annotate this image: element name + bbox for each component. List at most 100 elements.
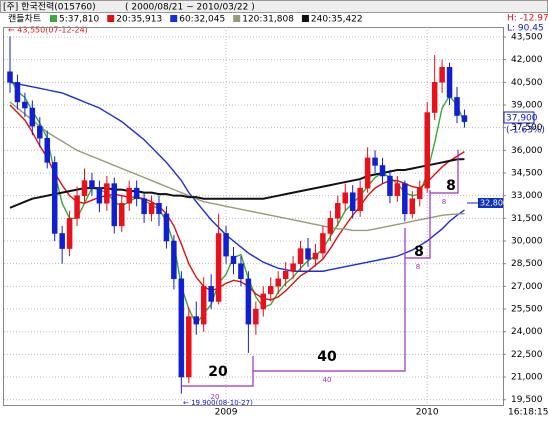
candle-body <box>275 278 281 287</box>
candle-body <box>238 263 244 280</box>
measure-lines <box>181 150 459 387</box>
candle-body <box>260 293 267 310</box>
annotation-small: 40 <box>323 376 332 384</box>
candle-body <box>51 162 58 234</box>
candle-body <box>223 233 229 257</box>
y-tick-label: 19,500 <box>511 395 543 405</box>
y-tick-label: 42,000 <box>511 55 543 65</box>
x-tick-label: 2009 <box>215 408 238 418</box>
candle-body <box>402 183 408 215</box>
candle-body <box>461 115 468 122</box>
candle-body <box>215 233 222 302</box>
candle-body <box>290 263 296 272</box>
x-tick-label: 2010 <box>416 408 439 418</box>
chart-subtitle: ( 2000/08/21 ~ 2010/03/22 ) <box>125 3 255 13</box>
candle-body <box>364 157 371 189</box>
candle-body <box>431 82 438 113</box>
annotation-small: 8 <box>442 198 446 206</box>
legend-label: 120:31,808 <box>242 15 294 25</box>
measure-line <box>181 356 254 387</box>
candle-body <box>111 183 118 227</box>
y-tick-label: 25,500 <box>511 305 543 315</box>
chart-title: [주] 한국전력(015760) <box>3 1 96 13</box>
candle-body <box>29 107 36 127</box>
y-tick-label: 22,500 <box>511 350 543 360</box>
last-price: 37,900 <box>506 114 538 124</box>
legend-label: 240:35,422 <box>311 15 363 25</box>
candle-body <box>342 192 348 204</box>
candle-body <box>335 202 341 219</box>
max-note: ← 43,550(07-12-24) <box>8 26 88 35</box>
candle-body <box>66 218 73 249</box>
annotation-small: 8 <box>416 263 420 271</box>
candle-body <box>37 125 43 139</box>
candle-body <box>186 316 192 378</box>
ma-line <box>9 101 465 232</box>
candle-body <box>89 180 95 189</box>
low-label: L: 90.45 <box>507 24 544 34</box>
ma-line <box>9 81 465 272</box>
legend-label: 5:37,810 <box>59 15 100 25</box>
candle-body <box>394 183 401 196</box>
measure-line <box>430 150 459 194</box>
candle-body <box>454 97 460 116</box>
time-label: 16:18:15 <box>508 408 548 418</box>
legend-label: 60:32,045 <box>179 15 225 25</box>
plot-frame <box>3 27 504 406</box>
y-tick-label: 30,000 <box>511 237 543 247</box>
candle-body <box>44 137 50 163</box>
annotation-small: 20 <box>211 393 220 401</box>
legend-swatch <box>233 15 241 22</box>
candle-body <box>141 198 147 215</box>
candle-body <box>7 71 13 83</box>
y-tick-label: 34,500 <box>511 169 543 179</box>
y-tick-label: 21,000 <box>511 373 543 383</box>
y-tick-label: 27,000 <box>511 282 543 292</box>
candle-body <box>439 66 445 83</box>
candle-body <box>156 202 162 215</box>
y-tick-label: 33,000 <box>511 191 543 201</box>
y-tick-label: 43,500 <box>511 32 543 42</box>
candle-body <box>14 82 21 103</box>
measure-line <box>253 228 406 372</box>
legend-swatch <box>107 15 115 22</box>
legend-swatch <box>50 15 57 22</box>
min-note: ← 19,900(08-10-27) <box>183 399 253 407</box>
candle-body <box>357 187 363 212</box>
candle-body <box>178 278 185 378</box>
price-box <box>503 111 535 124</box>
candle-body <box>96 187 103 204</box>
y-tick-label: 39,000 <box>511 100 543 110</box>
measure-line <box>405 190 431 259</box>
candles <box>7 36 468 394</box>
annotation-big: 40 <box>317 349 337 365</box>
candle-body <box>163 213 170 242</box>
candle-body <box>446 66 453 98</box>
candle-body <box>81 180 88 196</box>
high-label: H: -12.97 <box>507 14 548 24</box>
candle-body <box>409 198 416 215</box>
candle-body <box>282 270 289 280</box>
candle-body <box>379 165 386 177</box>
candle-body <box>297 248 304 264</box>
candle-body <box>424 112 430 189</box>
change-label: (-1.63%) <box>506 126 545 136</box>
y-tick-label: 31,500 <box>511 214 543 224</box>
candle-body <box>387 175 393 196</box>
candle-body <box>200 286 207 325</box>
y-tick-label: 36,000 <box>511 146 543 156</box>
y-tick-label: 24,000 <box>511 327 543 337</box>
y-tick-label: 28,500 <box>511 259 543 269</box>
candle-body <box>312 252 319 260</box>
annotation-big: 20 <box>208 364 228 380</box>
candle-body <box>372 157 378 166</box>
level-box <box>478 198 503 208</box>
candle-body <box>126 187 132 204</box>
candle-body <box>268 286 274 295</box>
candle-body <box>349 192 356 212</box>
candle-body <box>148 202 155 215</box>
legend-swatch <box>170 15 178 22</box>
legend-swatch <box>301 15 309 22</box>
